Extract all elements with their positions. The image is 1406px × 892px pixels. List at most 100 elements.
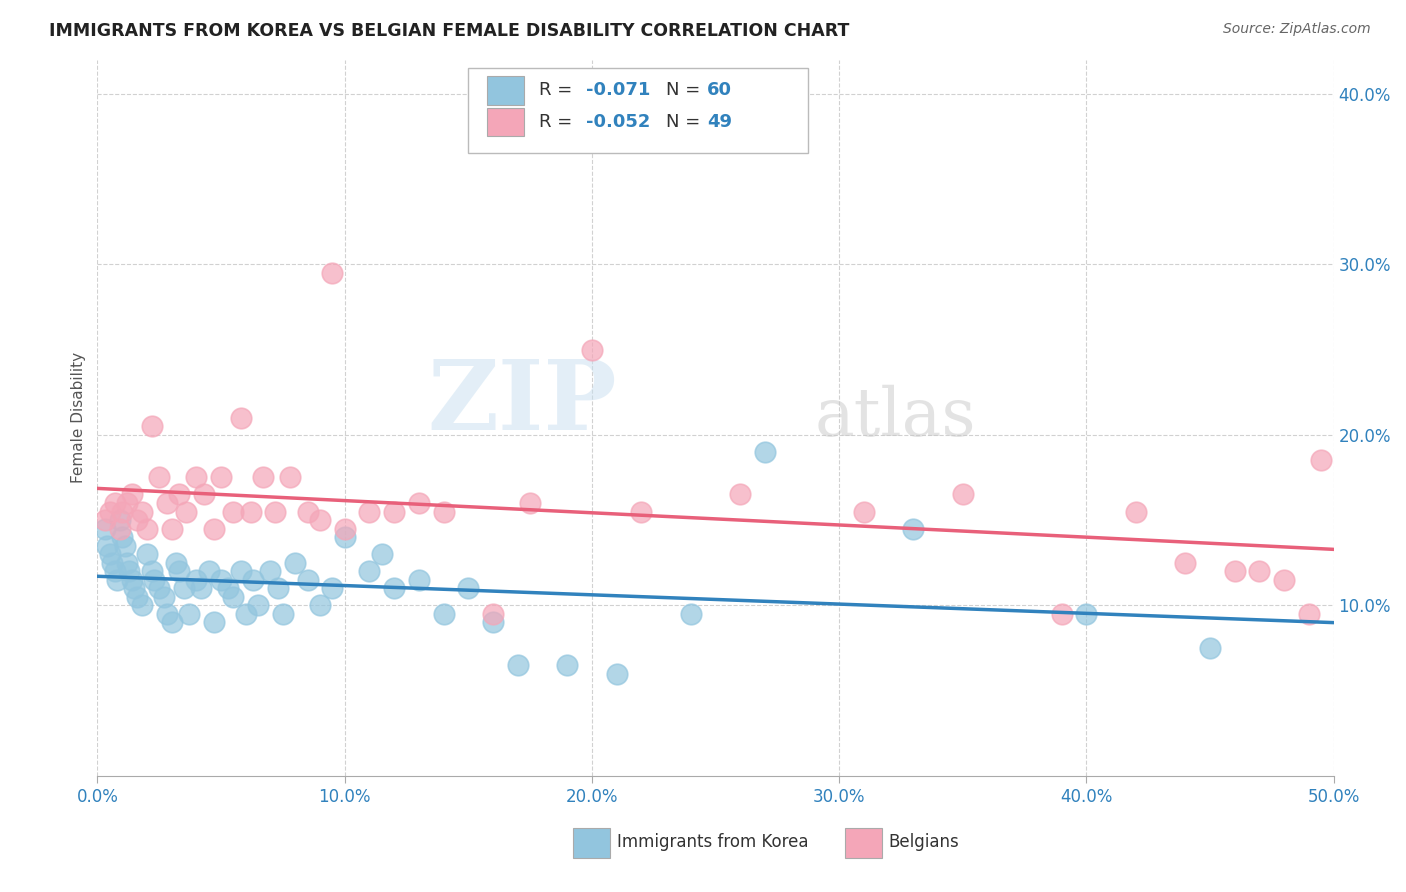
Text: N =: N =: [666, 113, 706, 131]
Point: [229, 564, 252, 578]
Point: [333, 522, 356, 536]
Point: [555, 658, 578, 673]
Point: [1076, 607, 1098, 621]
Point: [1249, 564, 1271, 578]
Text: R =: R =: [538, 113, 578, 131]
Point: [101, 556, 124, 570]
Point: [96, 539, 118, 553]
Point: [581, 343, 603, 357]
Point: [209, 470, 232, 484]
Point: [309, 513, 332, 527]
Point: [217, 581, 239, 595]
Point: [297, 504, 319, 518]
Point: [111, 530, 134, 544]
Point: [754, 445, 776, 459]
Point: [160, 615, 183, 630]
Point: [222, 504, 245, 518]
Point: [197, 564, 219, 578]
Point: [242, 573, 264, 587]
Point: [160, 522, 183, 536]
Point: [125, 590, 148, 604]
Point: [193, 487, 215, 501]
Point: [124, 581, 146, 595]
Point: [408, 496, 430, 510]
Point: [121, 487, 143, 501]
Point: [98, 547, 121, 561]
Point: [94, 522, 117, 536]
FancyBboxPatch shape: [468, 68, 808, 153]
Text: Immigrants from Korea: Immigrants from Korea: [617, 833, 808, 852]
Point: [1272, 573, 1295, 587]
Point: [252, 470, 274, 484]
Point: [482, 615, 505, 630]
Point: [903, 522, 925, 536]
Point: [519, 496, 541, 510]
Point: [104, 496, 127, 510]
Text: -0.071: -0.071: [586, 81, 650, 99]
Point: [1125, 504, 1147, 518]
Point: [264, 504, 287, 518]
Point: [118, 564, 141, 578]
Point: [111, 504, 134, 518]
Text: 49: 49: [707, 113, 733, 131]
Point: [259, 564, 281, 578]
Text: IMMIGRANTS FROM KOREA VS BELGIAN FEMALE DISABILITY CORRELATION CHART: IMMIGRANTS FROM KOREA VS BELGIAN FEMALE …: [49, 22, 849, 40]
Point: [135, 522, 157, 536]
Point: [148, 470, 170, 484]
Point: [432, 504, 454, 518]
Point: [382, 581, 405, 595]
Point: [148, 581, 170, 595]
Point: [155, 496, 177, 510]
Point: [432, 607, 454, 621]
FancyBboxPatch shape: [486, 76, 524, 104]
FancyBboxPatch shape: [845, 828, 883, 858]
Point: [186, 573, 208, 587]
Point: [114, 539, 136, 553]
Point: [1174, 556, 1197, 570]
Point: [852, 504, 875, 518]
Point: [167, 564, 190, 578]
Text: ZIP: ZIP: [427, 357, 617, 450]
Point: [143, 573, 166, 587]
Point: [141, 419, 163, 434]
Point: [1050, 607, 1073, 621]
Point: [131, 504, 153, 518]
Point: [278, 470, 301, 484]
FancyBboxPatch shape: [574, 828, 610, 858]
Point: [359, 564, 381, 578]
Point: [382, 504, 405, 518]
Y-axis label: Female Disability: Female Disability: [72, 352, 86, 483]
Point: [235, 607, 257, 621]
Point: [167, 487, 190, 501]
Point: [155, 607, 177, 621]
Point: [125, 513, 148, 527]
Point: [229, 410, 252, 425]
Point: [135, 547, 157, 561]
Point: [105, 573, 128, 587]
FancyBboxPatch shape: [486, 108, 524, 136]
Point: [173, 581, 195, 595]
Point: [359, 504, 381, 518]
Point: [115, 556, 138, 570]
Point: [630, 504, 652, 518]
Point: [153, 590, 176, 604]
Point: [1310, 453, 1333, 467]
Point: [457, 581, 479, 595]
Point: [321, 581, 343, 595]
Point: [177, 607, 200, 621]
Point: [333, 530, 356, 544]
Point: [952, 487, 974, 501]
Point: [606, 666, 628, 681]
Point: [1199, 640, 1222, 655]
Point: [98, 504, 121, 518]
Text: Belgians: Belgians: [889, 833, 959, 852]
Point: [408, 573, 430, 587]
Point: [309, 599, 332, 613]
Point: [186, 470, 208, 484]
Point: [1298, 607, 1320, 621]
Point: [482, 607, 505, 621]
Text: N =: N =: [666, 81, 706, 99]
Point: [679, 607, 702, 621]
Point: [166, 556, 188, 570]
Point: [1223, 564, 1246, 578]
